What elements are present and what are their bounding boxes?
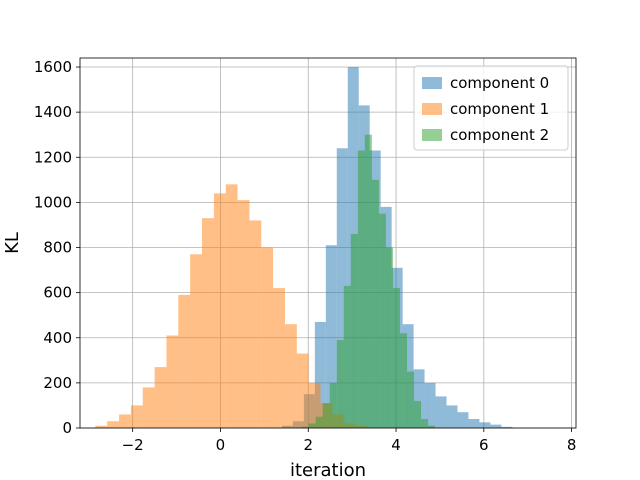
y-tick-label: 1000 xyxy=(34,193,72,211)
histogram-bar xyxy=(350,233,358,428)
x-tick-label: 0 xyxy=(216,436,226,454)
y-tick-label: 1200 xyxy=(34,148,72,166)
histogram-bar xyxy=(325,245,337,428)
y-tick-label: 600 xyxy=(43,284,72,302)
histogram-bar xyxy=(237,200,250,428)
histogram-bar xyxy=(142,387,155,428)
histogram-bar xyxy=(225,184,238,428)
histogram-bar xyxy=(446,405,458,428)
histogram-bar xyxy=(414,400,422,428)
y-tick-label: 1600 xyxy=(34,58,72,76)
x-axis-label: iteration xyxy=(290,460,366,480)
y-tick-label: 1400 xyxy=(34,103,72,121)
histogram-bar xyxy=(261,247,274,428)
histogram-bar xyxy=(95,425,108,428)
histogram-bar xyxy=(435,396,447,428)
histogram-bar xyxy=(190,254,203,428)
legend-swatch xyxy=(422,103,442,115)
histogram-bar xyxy=(107,421,120,428)
histogram-bar xyxy=(166,335,179,428)
histogram-bar xyxy=(378,213,386,428)
histogram-bar xyxy=(329,382,337,428)
histogram-bar xyxy=(468,418,480,428)
histogram-bar xyxy=(413,369,425,428)
legend-swatch xyxy=(422,77,442,89)
y-tick-label: 400 xyxy=(43,329,72,347)
histogram-bar xyxy=(284,324,297,428)
x-tick-label: 4 xyxy=(391,436,401,454)
legend-box xyxy=(413,65,569,151)
histogram-bar xyxy=(457,412,469,428)
axis-ticks: −2 0 2 4 6 8 0 200 400 600 800 1000 1200 1400 1600 xyxy=(34,58,577,454)
x-tick-label: −2 xyxy=(122,436,144,454)
histogram-bar xyxy=(130,405,143,428)
y-tick-label: 200 xyxy=(43,374,72,392)
histogram-bar xyxy=(501,426,513,428)
histogram-bar xyxy=(273,288,285,428)
histogram-bar xyxy=(322,403,330,428)
histogram-bar xyxy=(308,423,316,428)
histogram-bar xyxy=(343,285,351,428)
histogram-bar xyxy=(119,414,131,428)
y-tick-label: 0 xyxy=(62,419,72,437)
x-tick-label: 8 xyxy=(567,436,577,454)
legend: component 0 component 1 component 2 xyxy=(413,65,569,151)
histogram-bar xyxy=(301,426,309,428)
histogram-bar xyxy=(364,134,372,428)
legend-swatch xyxy=(422,129,442,141)
legend-label: component 0 xyxy=(450,74,549,92)
x-tick-label: 6 xyxy=(479,436,489,454)
histogram-bar xyxy=(213,193,226,428)
x-tick-label: 2 xyxy=(303,436,313,454)
legend-label: component 1 xyxy=(450,100,549,118)
y-tick-label: 800 xyxy=(43,239,72,257)
histogram-bar xyxy=(314,321,326,428)
histogram-bar xyxy=(357,150,365,428)
histogram-bar xyxy=(154,367,167,428)
histogram-bar xyxy=(315,416,323,428)
plot-frame xyxy=(79,57,577,429)
histogram-bar xyxy=(249,220,262,428)
histogram-bar xyxy=(308,382,321,428)
histogram-bar xyxy=(371,179,379,428)
histogram-bar xyxy=(392,288,400,428)
histogram-bar xyxy=(421,418,429,428)
histogram-bar xyxy=(202,218,214,428)
histogram-bar xyxy=(385,247,393,428)
histogram-bar xyxy=(178,294,191,428)
histogram-bar xyxy=(336,340,344,428)
legend-label: component 2 xyxy=(450,126,549,144)
histogram-bar xyxy=(336,148,348,428)
y-axis-label: KL xyxy=(2,232,23,254)
histogram-bar xyxy=(399,333,408,428)
histogram-bar xyxy=(424,382,436,428)
histogram-bar xyxy=(296,353,309,428)
series-1-bars xyxy=(95,184,368,428)
histogram-bar xyxy=(479,422,491,428)
histogram-bars xyxy=(95,67,513,429)
histogram-bar xyxy=(407,371,415,428)
series-2-bars xyxy=(301,134,436,428)
histogram-bar xyxy=(428,425,436,428)
histogram-bar xyxy=(490,424,502,428)
